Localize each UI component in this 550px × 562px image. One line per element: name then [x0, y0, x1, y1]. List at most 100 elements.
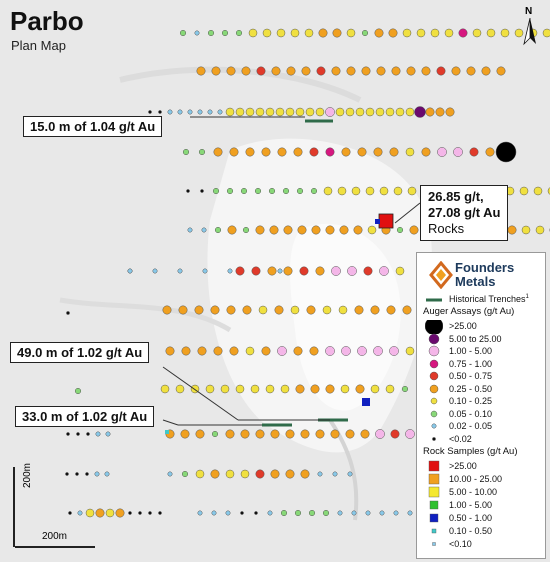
- auger-sample-point: [337, 510, 343, 516]
- auger-sample-point: [331, 66, 341, 76]
- rock-legend-item: <0.10: [417, 538, 545, 552]
- auger-sample-point: [405, 429, 415, 439]
- auger-sample-point: [519, 186, 529, 196]
- auger-sample-point: [300, 429, 310, 439]
- auger-sample-point: [332, 28, 342, 38]
- auger-sample-point: [309, 346, 319, 356]
- callout-rocks-line3: Rocks: [428, 221, 465, 236]
- auger-sample-point: [217, 109, 223, 115]
- auger-sample-point: [495, 141, 517, 163]
- auger-sample-point: [331, 266, 341, 276]
- callout-leaders: [162, 116, 421, 426]
- auger-sample-point: [337, 186, 347, 196]
- auger-sample-point: [162, 305, 172, 315]
- auger-sample-point: [401, 385, 409, 393]
- auger-sample-point: [500, 28, 510, 38]
- auger-sample-point: [196, 66, 206, 76]
- auger-sample-point: [305, 107, 315, 117]
- auger-sample-point: [194, 30, 200, 36]
- auger-sample-point: [407, 186, 417, 196]
- auger-sample-point: [248, 28, 258, 38]
- rock-legend-item: 10.00 - 25.00: [417, 473, 545, 487]
- auger-sample-point: [197, 346, 207, 356]
- auger-sample-point: [351, 510, 357, 516]
- auger-sample-point: [255, 107, 265, 117]
- auger-sample-point: [152, 268, 158, 274]
- auger-sample-point: [469, 147, 479, 157]
- auger-sample-point: [346, 28, 356, 38]
- auger-sample-point: [301, 66, 311, 76]
- auger-sample-point: [514, 28, 524, 38]
- auger-legend-item: 0.25 - 0.50: [417, 383, 545, 397]
- auger-sample-point: [177, 268, 183, 274]
- auger-sample-point: [77, 510, 83, 516]
- auger-sample-point: [178, 305, 188, 315]
- auger-sample-point: [95, 431, 101, 437]
- auger-sample-point: [435, 107, 445, 117]
- auger-sample-point: [160, 384, 170, 394]
- scale-label-horizontal: 200m: [42, 531, 68, 542]
- auger-sample-point: [267, 266, 277, 276]
- auger-sample-point: [245, 346, 255, 356]
- auger-sample-point: [283, 225, 293, 235]
- auger-sample-point: [322, 305, 332, 315]
- auger-sample-point: [262, 28, 272, 38]
- auger-legend-item: >25.00: [417, 320, 545, 334]
- auger-sample-point: [225, 429, 235, 439]
- auger-sample-point: [85, 508, 95, 518]
- auger-sample-point: [361, 66, 371, 76]
- auger-legend-item: <0.02: [417, 433, 545, 447]
- rock-legend-item: 1.00 - 5.00: [417, 499, 545, 513]
- auger-sample-point: [65, 472, 69, 476]
- auger-sample-point: [341, 346, 351, 356]
- auger-sample-point: [177, 109, 183, 115]
- auger-sample-point: [375, 107, 385, 117]
- auger-sample-point: [485, 147, 495, 157]
- auger-sample-point: [353, 225, 363, 235]
- callout-trench-1: 15.0 m of 1.04 g/t Au: [23, 116, 163, 137]
- callout-rocks-line1: 26.85 g/t,: [428, 189, 484, 204]
- auger-sample-point: [345, 429, 355, 439]
- auger-sample-point: [197, 109, 203, 115]
- auger-sample-point: [242, 226, 250, 234]
- callout-rocks: 26.85 g/t, 27.08 g/t Au Rocks: [420, 185, 509, 241]
- rock-legend-item: >25.00: [417, 460, 545, 474]
- auger-sample-point: [542, 28, 550, 38]
- auger-sample-point: [325, 346, 335, 356]
- auger-sample-point: [285, 469, 295, 479]
- auger-sample-point: [254, 187, 262, 195]
- auger-sample-point: [179, 29, 187, 37]
- brand-name: Founders Metals: [455, 261, 514, 289]
- auger-sample-point: [437, 147, 447, 157]
- auger-sample-point: [158, 511, 162, 515]
- auger-sample-point: [391, 66, 401, 76]
- auger-sample-point: [214, 226, 222, 234]
- auger-sample-point: [345, 107, 355, 117]
- auger-sample-point: [389, 147, 399, 157]
- auger-sample-point: [308, 509, 316, 517]
- callout-trench-2: 49.0 m of 1.02 g/t Au: [10, 342, 150, 363]
- auger-sample-point: [360, 429, 370, 439]
- auger-legend-item: 0.02 - 0.05: [417, 420, 545, 434]
- auger-sample-point: [104, 471, 110, 477]
- auger-sample-point: [127, 268, 133, 274]
- auger-sample-point: [325, 225, 335, 235]
- auger-sample-point: [195, 429, 205, 439]
- auger-sample-point: [76, 432, 80, 436]
- auger-sample-point: [235, 107, 245, 117]
- auger-sample-point: [373, 147, 383, 157]
- auger-sample-point: [355, 107, 365, 117]
- auger-sample-point: [280, 509, 288, 517]
- auger-sample-point: [409, 225, 419, 235]
- auger-sample-point: [340, 384, 350, 394]
- brand-line1: Founders: [455, 260, 515, 275]
- auger-sample-point: [181, 470, 189, 478]
- auger-sample-point: [270, 429, 280, 439]
- auger-sample-point: [225, 107, 235, 117]
- auger-sample-point: [521, 225, 531, 235]
- rock-legend-title: Rock Samples (g/t Au): [423, 446, 518, 457]
- auger-sample-point: [283, 266, 293, 276]
- auger-sample-point: [105, 431, 111, 437]
- legend: Founders Metals Historical Trenches1 Aug…: [416, 252, 546, 559]
